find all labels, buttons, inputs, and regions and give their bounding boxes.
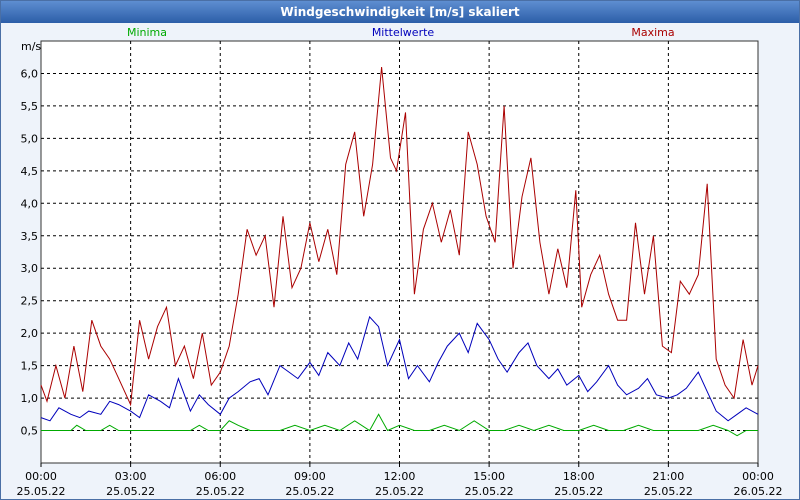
series-line-maxima (40, 66, 759, 407)
series-line-mittelwerte (40, 315, 759, 422)
x-tick-date: 25.05.22 (196, 485, 245, 498)
y-tick-label: 1,0 (21, 392, 39, 405)
y-tick-label: 4,5 (21, 165, 39, 178)
x-tick-date: 25.05.22 (17, 485, 66, 498)
x-tick-date: 25.05.22 (465, 485, 514, 498)
x-tick-time: 06:00 (204, 470, 236, 483)
series-layer (40, 66, 759, 437)
y-tick-label: 5,0 (21, 132, 39, 145)
x-tick-date: 25.05.22 (554, 485, 603, 498)
x-tick-date: 26.05.22 (734, 485, 783, 498)
y-tick-label: 4,0 (21, 197, 39, 210)
legend-minima: Minima (127, 26, 167, 39)
y-axis-label: m/s (21, 40, 41, 53)
y-tick-label: 2,0 (21, 327, 39, 340)
x-tick-date: 25.05.22 (106, 485, 155, 498)
x-tick-time: 15:00 (473, 470, 505, 483)
x-tick-time: 09:00 (294, 470, 326, 483)
x-tick-time: 00:00 (742, 470, 774, 483)
y-tick-label: 0,5 (21, 425, 39, 438)
y-tick-label: 3,0 (21, 262, 39, 275)
axis-ticks: 0,5 1,0 1,5 2,0 2,5 3,0 3,5 4,0 4,5 5,0 5,5 6,0 00:0… (17, 67, 783, 498)
y-tick-label: 2,5 (21, 295, 39, 308)
y-tick-label: 3,5 (21, 230, 39, 243)
x-tick-date: 25.05.22 (285, 485, 334, 498)
x-tick-time: 03:00 (115, 470, 147, 483)
y-tick-label: 6,0 (21, 67, 39, 80)
x-tick-time: 12:00 (384, 470, 416, 483)
chart-title: Windgeschwindigkeit [m/s] skaliert (1, 1, 799, 23)
series-line-minima (41, 413, 758, 437)
legend-mittelwerte: Mittelwerte (372, 26, 435, 39)
x-tick-time: 18:00 (563, 470, 595, 483)
y-tick-label: 5,5 (21, 100, 39, 113)
x-tick-date: 25.05.22 (644, 485, 693, 498)
x-tick-time: 00:00 (25, 470, 57, 483)
x-tick-time: 21:00 (653, 470, 685, 483)
x-tick-date: 25.05.22 (375, 485, 424, 498)
legend-maxima: Maxima (631, 26, 674, 39)
y-tick-label: 1,5 (21, 360, 39, 373)
